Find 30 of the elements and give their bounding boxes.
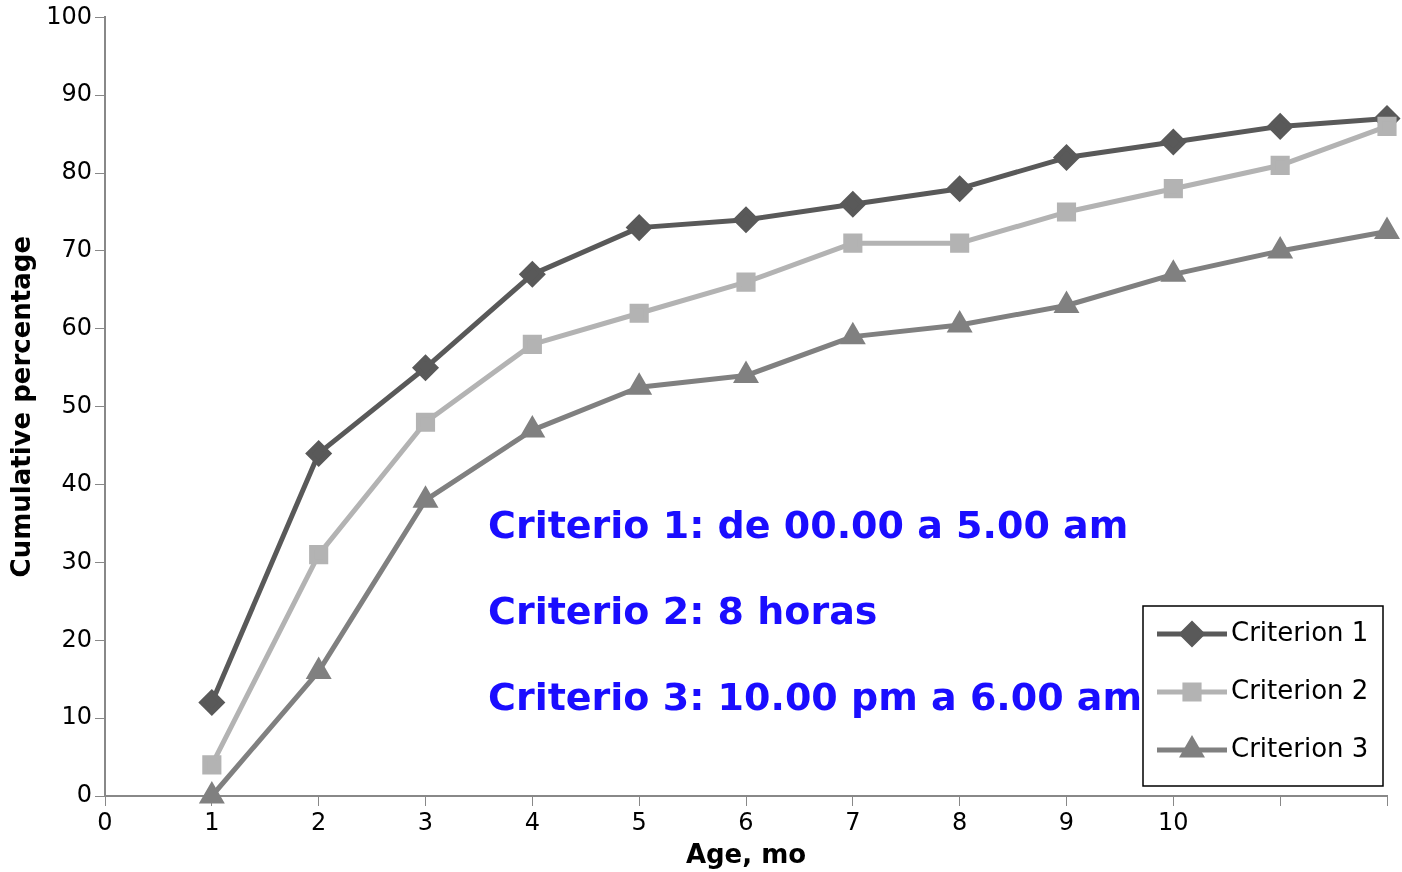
y-tick-label: 10 — [61, 702, 93, 731]
x-tick-label: 7 — [845, 807, 861, 836]
y-axis-title: Cumulative percentage — [6, 235, 37, 578]
legend-label: Criterion 3 — [1231, 732, 1369, 763]
x-tick-label: 3 — [417, 807, 434, 836]
annotation: Criterio 2: 8 horas — [488, 588, 878, 633]
x-tick-label: 4 — [524, 807, 540, 836]
x-tick-label: 1 — [204, 807, 220, 836]
annotation: Criterio 1: de 00.00 a 5.00 am — [488, 502, 1129, 547]
x-tick-label: 2 — [311, 807, 327, 836]
y-tick-label: 70 — [61, 235, 93, 264]
y-tick-label: 60 — [61, 313, 93, 342]
x-tick-label: 6 — [738, 807, 754, 836]
y-tick-label: 40 — [61, 468, 93, 497]
y-tick-label: 30 — [61, 546, 93, 575]
x-tick-label: 5 — [631, 807, 647, 836]
y-tick-label: 0 — [76, 780, 93, 809]
y-tick-label: 90 — [61, 79, 93, 108]
legend-label: Criterion 2 — [1231, 674, 1369, 705]
y-tick-label: 80 — [61, 157, 93, 186]
y-tick-label: 50 — [61, 390, 93, 419]
y-tick-label: 20 — [61, 624, 93, 653]
y-tick-label: 100 — [46, 1, 93, 30]
x-tick-label: 8 — [952, 807, 968, 836]
annotation: Criterio 3: 10.00 pm a 6.00 am — [488, 674, 1143, 719]
x-axis-title: Age, mo — [685, 839, 807, 870]
legend-label: Criterion 1 — [1231, 616, 1369, 647]
x-tick-label: 9 — [1058, 807, 1075, 836]
x-tick-label: 10 — [1158, 807, 1189, 836]
x-tick-label: 0 — [97, 807, 113, 836]
